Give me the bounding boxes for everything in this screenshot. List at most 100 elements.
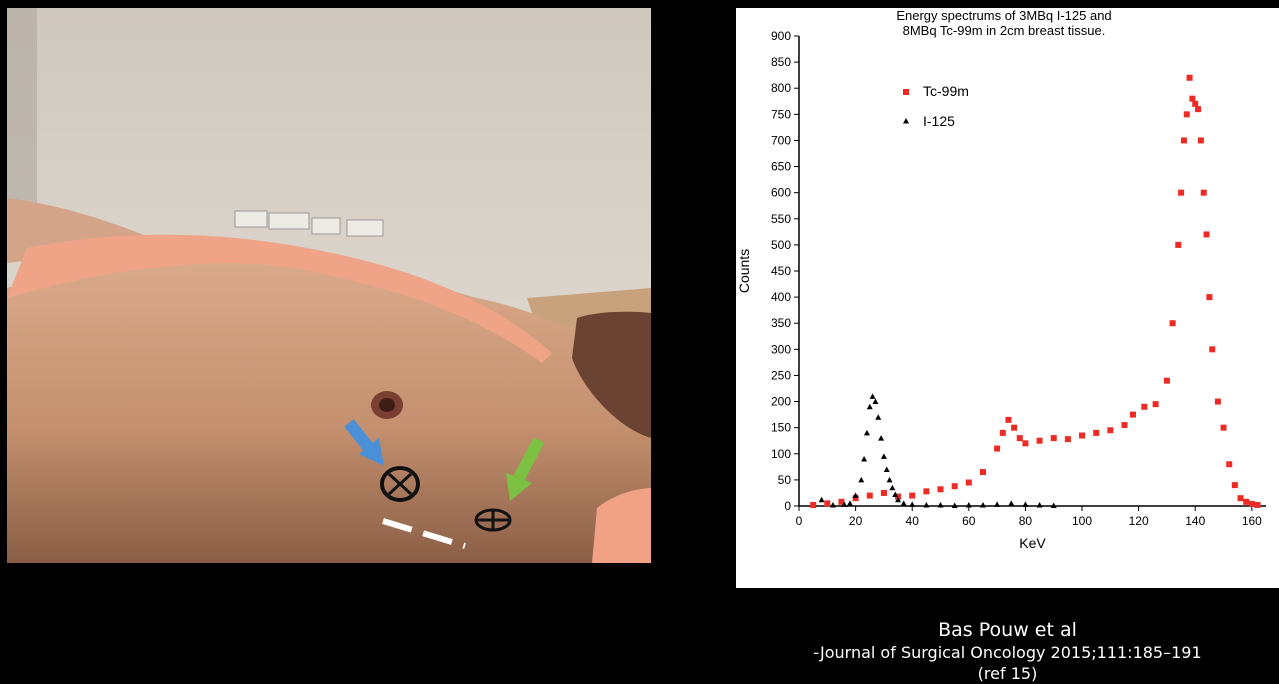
y-tick-label: 150 xyxy=(771,421,791,435)
data-point-tc99m xyxy=(866,492,873,499)
citation: Bas Pouw et al -Journal of Surgical Onco… xyxy=(736,618,1279,684)
x-tick-label: 160 xyxy=(1242,514,1262,528)
legend-marker-tc99m xyxy=(903,89,909,95)
data-point-tc99m xyxy=(1237,495,1244,502)
data-point-tc99m xyxy=(1203,231,1210,238)
data-point-tc99m xyxy=(1036,437,1043,444)
data-point-tc99m xyxy=(909,492,916,499)
data-point-i125 xyxy=(1022,501,1029,507)
data-point-tc99m xyxy=(1005,416,1012,423)
data-point-tc99m xyxy=(1129,411,1136,418)
skin-marker-2 xyxy=(474,508,512,532)
photo-drawing xyxy=(7,8,651,563)
y-tick-label: 900 xyxy=(771,29,791,43)
data-point-tc99m xyxy=(979,469,986,476)
y-tick-label: 500 xyxy=(771,238,791,252)
data-point-i125 xyxy=(866,403,873,410)
data-point-tc99m xyxy=(923,488,930,495)
energy-spectrum-chart-panel: Energy spectrums of 3MBq I-125 and 8MBq T… xyxy=(736,8,1279,588)
data-point-i125 xyxy=(883,466,890,472)
chart-title-line: Energy spectrums of 3MBq I-125 and xyxy=(896,8,1111,23)
data-point-tc99m xyxy=(810,501,817,508)
x-axis-label: KeV xyxy=(1019,535,1046,551)
data-point-tc99m xyxy=(1152,401,1159,408)
data-point-tc99m xyxy=(1248,500,1255,507)
x-tick-label: 60 xyxy=(962,514,976,528)
data-point-i125 xyxy=(895,496,902,503)
y-tick-label: 600 xyxy=(771,186,791,200)
data-point-tc99m xyxy=(1107,427,1114,434)
data-point-tc99m xyxy=(1214,398,1221,405)
data-point-tc99m xyxy=(1011,424,1018,431)
data-point-tc99m xyxy=(852,495,859,502)
data-point-tc99m xyxy=(994,445,1001,452)
data-point-tc99m xyxy=(1197,137,1204,144)
data-point-tc99m xyxy=(1254,501,1261,508)
data-point-i125 xyxy=(872,398,879,405)
data-point-tc99m xyxy=(999,429,1006,436)
data-point-i125 xyxy=(858,476,865,483)
data-point-tc99m xyxy=(951,483,958,490)
y-tick-label: 850 xyxy=(771,55,791,69)
y-tick-label: 0 xyxy=(784,499,791,513)
data-point-tc99m xyxy=(1016,435,1023,442)
citation-journal: -Journal of Surgical Oncology 2015;111:1… xyxy=(813,643,1202,662)
data-point-i125 xyxy=(937,501,944,508)
data-point-tc99m xyxy=(1064,436,1071,443)
wall-sockets xyxy=(234,210,384,237)
data-point-tc99m xyxy=(1195,106,1202,113)
legend-label: Tc-99m xyxy=(923,83,969,99)
torso xyxy=(7,263,651,563)
legend-label: I-125 xyxy=(923,113,955,129)
data-point-tc99m xyxy=(1183,111,1190,118)
x-tick-label: 80 xyxy=(1019,514,1033,528)
data-point-tc99m xyxy=(1220,424,1227,431)
y-tick-label: 300 xyxy=(771,342,791,356)
data-point-i125 xyxy=(829,501,836,508)
y-tick-label: 800 xyxy=(771,81,791,95)
data-point-tc99m xyxy=(937,486,944,493)
y-tick-label: 450 xyxy=(771,264,791,278)
incision-dashed-line xyxy=(382,518,466,549)
data-point-i125 xyxy=(863,429,870,436)
data-point-i125 xyxy=(1036,501,1043,508)
data-point-i125 xyxy=(979,501,986,508)
data-point-i125 xyxy=(880,453,887,459)
data-point-tc99m xyxy=(1022,440,1029,447)
x-tick-label: 140 xyxy=(1185,514,1205,528)
data-point-tc99m xyxy=(1206,294,1213,301)
data-point-tc99m xyxy=(1180,137,1187,144)
y-tick-label: 350 xyxy=(771,316,791,330)
data-point-tc99m xyxy=(1192,100,1199,107)
data-point-i125 xyxy=(923,501,930,508)
x-tick-label: 120 xyxy=(1129,514,1149,528)
y-tick-label: 200 xyxy=(771,395,791,409)
data-point-i125 xyxy=(878,435,885,441)
data-point-i125 xyxy=(951,502,958,508)
x-tick-label: 0 xyxy=(796,514,803,528)
y-tick-label: 650 xyxy=(771,160,791,174)
citation-ref: (ref 15) xyxy=(977,664,1038,683)
green-arrow-icon xyxy=(506,437,545,501)
y-axis-label: Counts xyxy=(736,249,752,293)
data-point-tc99m xyxy=(838,498,845,505)
data-point-tc99m xyxy=(1175,241,1182,248)
gown xyxy=(7,234,552,363)
data-point-tc99m xyxy=(1050,435,1057,442)
data-point-i125 xyxy=(846,500,853,506)
data-point-i125 xyxy=(965,501,972,508)
y-tick-label: 50 xyxy=(778,473,792,487)
data-point-i125 xyxy=(1008,500,1015,506)
data-point-i125 xyxy=(875,414,882,420)
data-point-tc99m xyxy=(880,489,887,496)
data-point-tc99m xyxy=(965,479,972,486)
data-point-i125 xyxy=(892,491,899,498)
data-point-tc99m xyxy=(1226,461,1233,468)
data-point-i125 xyxy=(886,476,893,483)
data-point-i125 xyxy=(994,501,1001,507)
y-tick-label: 700 xyxy=(771,133,791,147)
data-point-i125 xyxy=(900,500,907,506)
data-point-i125 xyxy=(861,456,868,462)
data-point-i125 xyxy=(909,501,916,507)
x-tick-label: 100 xyxy=(1072,514,1092,528)
